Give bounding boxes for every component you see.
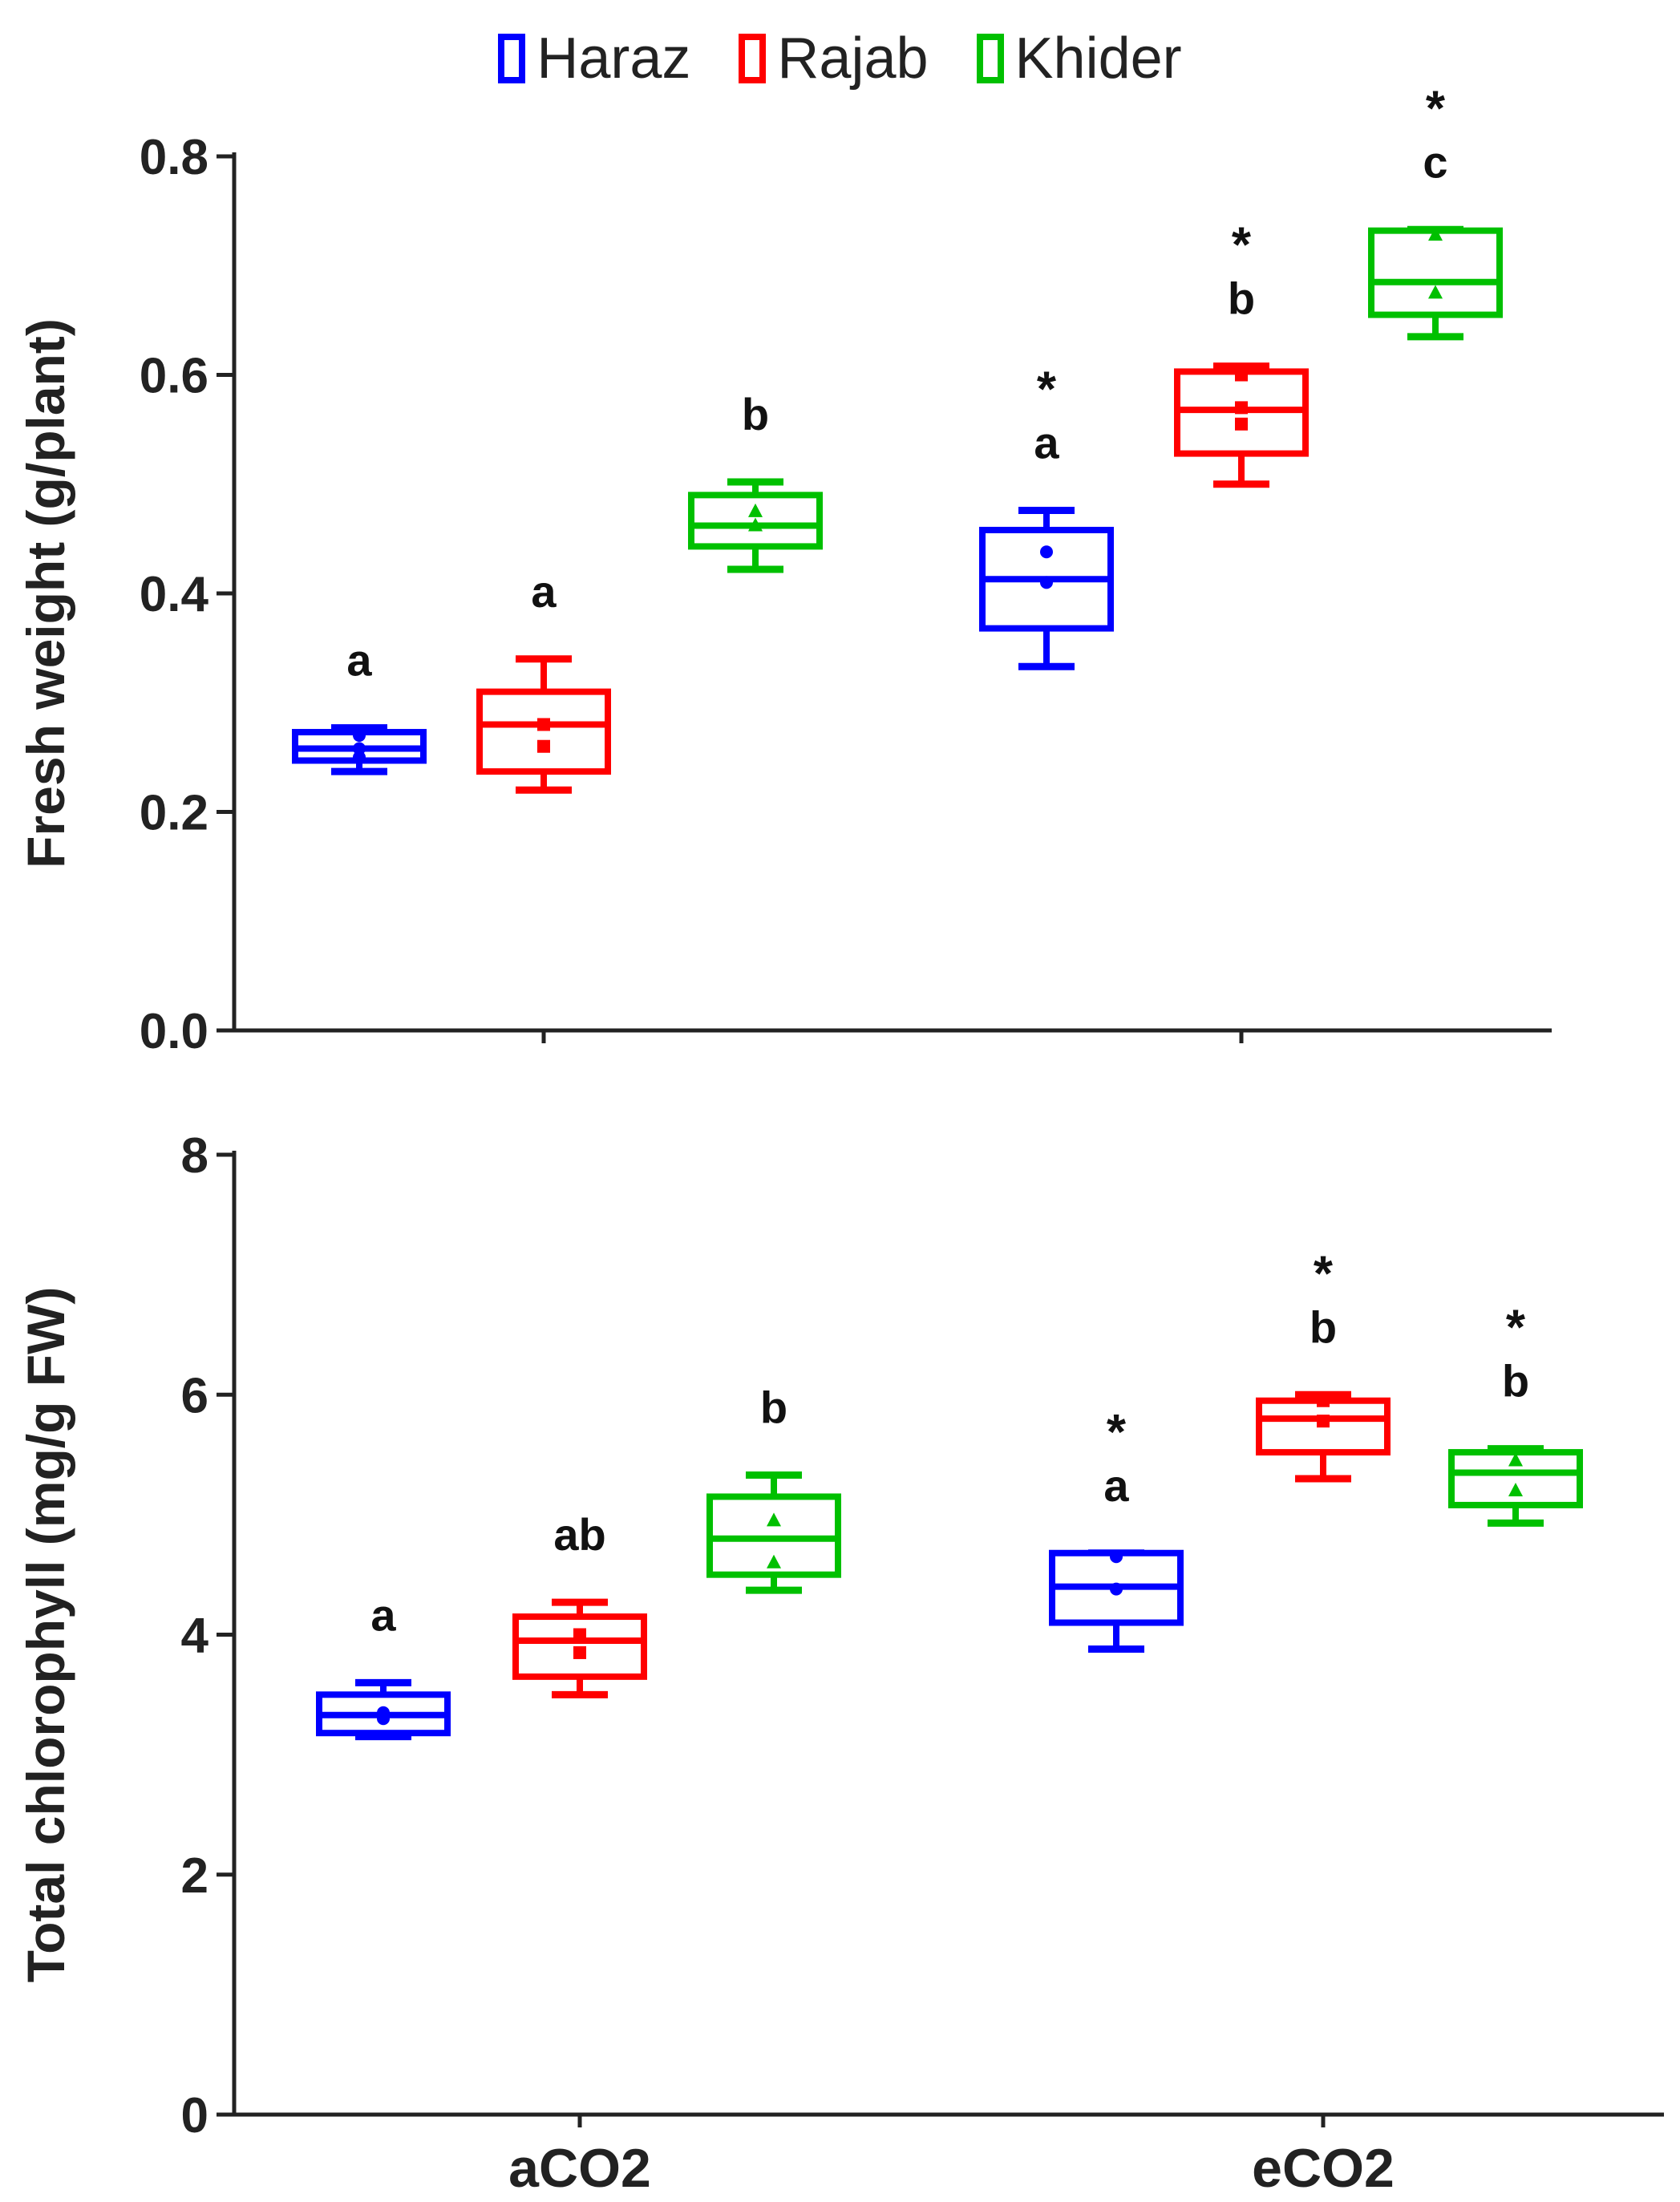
box-haraz-aCO2: a xyxy=(316,1589,451,1741)
data-point xyxy=(1317,1415,1330,1428)
significance-star: * xyxy=(1314,1246,1334,1301)
box-khider-aCO2: b xyxy=(688,389,823,573)
y-axis-label: Fresh weight (g/plant) xyxy=(16,318,75,868)
y-tick-label: 0.6 xyxy=(140,349,208,404)
y-tick-label: 0.8 xyxy=(140,130,208,185)
box-haraz-aCO2: a xyxy=(292,635,427,775)
data-point xyxy=(1235,417,1248,431)
box-rajab-eCO2: b* xyxy=(1174,218,1309,488)
box-haraz-eCO2: a* xyxy=(1049,1405,1184,1653)
data-point xyxy=(1110,1582,1123,1596)
data-point xyxy=(1235,368,1248,382)
box-khider-eCO2: c* xyxy=(1368,81,1503,341)
data-point xyxy=(537,718,550,731)
significance-letter: a xyxy=(346,635,372,686)
significance-letter: b xyxy=(742,389,769,439)
legend-swatch-haraz xyxy=(498,34,526,83)
legend-label-haraz: Haraz xyxy=(536,26,691,91)
significance-letter: b xyxy=(1228,273,1255,324)
y-tick-label: 0.4 xyxy=(140,567,209,622)
x-tick-label: eCO2 xyxy=(1252,2138,1395,2199)
data-point xyxy=(1317,1394,1330,1407)
data-point xyxy=(573,1645,586,1659)
data-point xyxy=(767,1512,781,1527)
y-tick-label: 4 xyxy=(181,1609,209,1664)
y-tick-label: 0.0 xyxy=(140,1004,208,1059)
y-tick-label: 0.2 xyxy=(140,786,208,841)
y-tick-label: 6 xyxy=(181,1368,208,1423)
significance-letter: b xyxy=(760,1382,787,1432)
box-khider-aCO2: b xyxy=(706,1382,841,1594)
data-point xyxy=(1040,545,1053,559)
y-tick-label: 0 xyxy=(181,2088,208,2143)
significance-star: * xyxy=(1232,218,1252,273)
significance-star: * xyxy=(1506,1301,1526,1356)
significance-letter: a xyxy=(1034,417,1059,468)
y-tick-label: 8 xyxy=(181,1128,208,1184)
box-haraz-eCO2: a* xyxy=(979,362,1114,670)
legend-item-khider: Khider xyxy=(976,26,1182,91)
box-rajab-aCO2: ab xyxy=(512,1509,647,1698)
significance-letter: c xyxy=(1423,136,1447,187)
data-point xyxy=(1040,576,1053,589)
box-rajab-aCO2: a xyxy=(476,566,611,794)
legend-label-khider: Khider xyxy=(1014,26,1182,91)
data-point xyxy=(353,729,366,743)
data-point xyxy=(573,1628,586,1641)
legend: Haraz Rajab Khider xyxy=(0,14,1680,103)
x-tick-label: aCO2 xyxy=(508,2138,651,2199)
significance-letter: a xyxy=(370,1589,396,1640)
box-body xyxy=(476,688,611,775)
legend-swatch-rajab xyxy=(739,34,767,83)
significance-letter: a xyxy=(531,566,557,617)
chart-2: 0 2 4 6 8 aCO2 eCO2 Total chlorophyll (mg/g FW)… xyxy=(16,1128,1664,2199)
significance-star: * xyxy=(1037,362,1057,417)
data-point xyxy=(537,739,550,753)
legend-swatch-khider xyxy=(976,34,1004,83)
box-body xyxy=(512,1613,647,1680)
data-point xyxy=(1508,1482,1523,1496)
legend-item-haraz: Haraz xyxy=(498,26,690,91)
legend-label-rajab: Rajab xyxy=(777,26,929,91)
data-point xyxy=(1508,1452,1523,1467)
y-axis-label: Total chlorophyll (mg/g FW) xyxy=(16,1287,75,1983)
legend-item-rajab: Rajab xyxy=(739,26,929,91)
data-point xyxy=(748,503,763,517)
box-khider-eCO2: b* xyxy=(1448,1301,1583,1527)
box-body xyxy=(1368,227,1503,318)
significance-letter: b xyxy=(1310,1301,1337,1352)
significance-letter: ab xyxy=(553,1509,605,1560)
significance-letter: a xyxy=(1103,1460,1129,1511)
data-point xyxy=(353,742,366,755)
y-tick-label: 2 xyxy=(181,1848,208,1904)
data-point xyxy=(1235,401,1248,415)
data-point xyxy=(748,517,763,532)
significance-star: * xyxy=(1107,1405,1127,1460)
data-point xyxy=(1428,227,1443,241)
significance-letter: b xyxy=(1502,1356,1529,1407)
box-rajab-eCO2: b* xyxy=(1256,1246,1391,1483)
data-point xyxy=(1110,1550,1123,1564)
data-point xyxy=(377,1712,390,1726)
data-point xyxy=(1428,285,1443,299)
data-point xyxy=(767,1554,781,1569)
significance-star: * xyxy=(1426,81,1446,136)
